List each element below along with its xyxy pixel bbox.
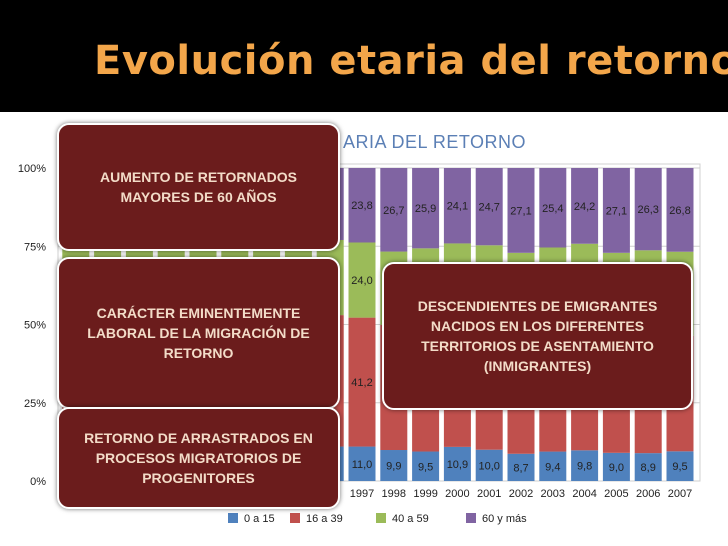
data-label: 27,1 [606, 205, 627, 217]
bar-segment [412, 451, 440, 481]
data-label: 24,2 [574, 201, 595, 213]
bar-segment [380, 450, 408, 481]
legend-label: 60 y más [482, 513, 527, 525]
callout-arrastrados-text: RETORNO DE ARRASTRADOS EN PROCESOS MIGRA… [84, 430, 313, 486]
data-label: 23,8 [351, 200, 372, 212]
x-tick-label: 2005 [604, 488, 628, 500]
bar-segment [539, 451, 567, 481]
x-tick-label: 1998 [382, 488, 406, 500]
bar-segment [348, 242, 376, 318]
y-tick-label: 50% [24, 320, 46, 332]
x-tick-label: 2004 [572, 488, 596, 500]
x-tick-label: 1997 [350, 488, 374, 500]
bar-segment [380, 168, 408, 252]
callout-mayores: AUMENTO DE RETORNADOS MAYORES DE 60 AÑOS [57, 123, 340, 251]
legend-label: 40 a 59 [392, 513, 429, 525]
x-tick-label: 2003 [541, 488, 565, 500]
callout-laboral-text: CARÁCTER EMINENTEMENTE LABORAL DE LA MIG… [87, 305, 310, 361]
bar-segment [507, 453, 535, 481]
bar-segment [539, 168, 567, 248]
data-label: 11,0 [352, 459, 373, 471]
data-label: 8,9 [641, 462, 656, 474]
x-tick-label: 2000 [445, 488, 469, 500]
data-label: 26,7 [383, 205, 404, 217]
data-label: 10,9 [447, 459, 468, 471]
data-label: 41,2 [351, 377, 372, 389]
callout-descendientes: DESCENDIENTES DE EMIGRANTES NACIDOS EN L… [382, 262, 693, 410]
y-tick-label: 100% [18, 163, 46, 175]
y-tick-label: 0% [30, 476, 46, 488]
callout-mayores-text: AUMENTO DE RETORNADOS MAYORES DE 60 AÑOS [99, 169, 298, 205]
data-label: 9,0 [609, 462, 624, 474]
x-tick-label: 2006 [636, 488, 660, 500]
bar-segment [602, 452, 630, 481]
bar-segment [475, 168, 503, 246]
bar-segment [412, 168, 440, 249]
bar-segment [475, 449, 503, 481]
data-label: 10,0 [478, 460, 499, 472]
callout-descendientes-text: DESCENDIENTES DE EMIGRANTES NACIDOS EN L… [417, 298, 658, 374]
data-label: 24,7 [478, 202, 499, 214]
bar-segment [666, 168, 694, 252]
legend-swatch [376, 513, 386, 523]
slide-title: Evolución etaria del retorno [94, 38, 728, 84]
callout-arrastrados: RETORNO DE ARRASTRADOS EN PROCESOS MIGRA… [57, 407, 340, 509]
y-tick-label: 25% [24, 398, 46, 410]
bar-segment [666, 451, 694, 481]
y-tick-label: 75% [24, 241, 46, 253]
x-tick-label: 2001 [477, 488, 501, 500]
data-label: 8,7 [513, 462, 528, 474]
bar-segment [634, 168, 662, 251]
bar-segment [571, 168, 599, 244]
slide-content: 0% 25% 50% 75% 100% ARIA DEL RETORNO 11,0 41,2 2… [0, 112, 728, 546]
slide-header: Evolución etaria del retorno [0, 0, 728, 112]
bar-segment [602, 168, 630, 253]
callout-laboral: CARÁCTER EMINENTEMENTE LABORAL DE LA MIG… [57, 257, 340, 409]
data-label: 9,9 [386, 461, 401, 473]
data-label: 26,8 [669, 205, 690, 217]
data-label: 9,5 [672, 461, 687, 473]
data-label: 24,1 [447, 201, 468, 213]
x-tick-label: 2002 [509, 488, 533, 500]
bar-segment [348, 317, 376, 447]
data-label: 27,1 [510, 205, 531, 217]
bar-segment [634, 453, 662, 481]
chart-title: ARIA DEL RETORNO [343, 132, 526, 152]
legend-swatch [228, 513, 238, 523]
data-label: 9,4 [545, 461, 560, 473]
bar-segment [507, 168, 535, 253]
bar-segment [348, 168, 376, 243]
legend-swatch [466, 513, 476, 523]
data-label: 25,9 [415, 203, 436, 215]
x-tick-label: 2007 [668, 488, 692, 500]
bar-segment [443, 168, 471, 244]
data-label: 9,5 [418, 461, 433, 473]
data-label: 26,3 [637, 204, 658, 216]
data-label: 24,0 [351, 275, 372, 287]
legend-label: 16 a 39 [306, 513, 343, 525]
legend-label: 0 a 15 [244, 513, 275, 525]
data-label: 9,8 [577, 461, 592, 473]
legend-swatch [290, 513, 300, 523]
x-tick-label: 1999 [413, 488, 437, 500]
bar-segment [571, 450, 599, 481]
bar-segment [443, 446, 471, 481]
data-label: 25,4 [542, 203, 563, 215]
bar-segment [348, 446, 376, 481]
